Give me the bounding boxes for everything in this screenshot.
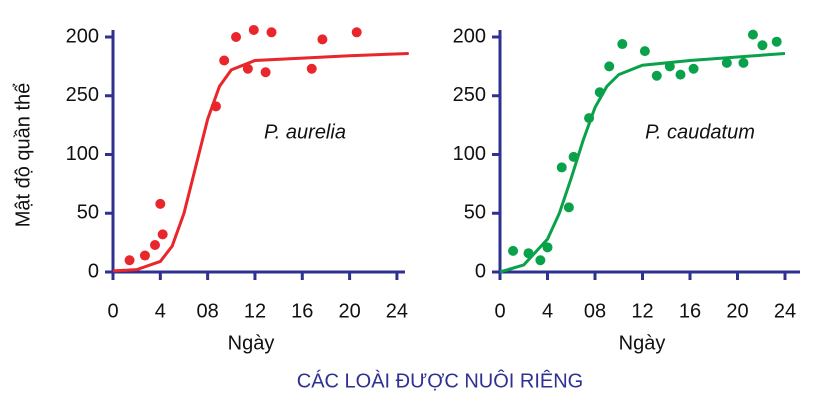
data-point: [639, 46, 650, 57]
y-tick-label: 0: [88, 260, 99, 282]
y-tick-label: 50: [77, 202, 99, 224]
x-tick-label: 24: [386, 300, 408, 322]
data-point: [542, 242, 553, 253]
x-axis-label: Ngày: [228, 332, 275, 354]
y-tick-label: 50: [464, 202, 486, 224]
data-point: [157, 229, 168, 240]
y-tick-label: 200: [453, 25, 486, 47]
data-point: [248, 24, 259, 35]
data-point: [317, 34, 328, 45]
data-point: [219, 55, 230, 66]
data-point: [757, 40, 768, 51]
data-point: [604, 61, 615, 72]
x-axis-label: Ngày: [619, 332, 666, 354]
y-tick-label: 100: [453, 143, 486, 165]
data-point: [563, 202, 574, 213]
x-tick-label: 12: [631, 300, 653, 322]
x-tick-label: 20: [726, 300, 748, 322]
data-point: [508, 245, 519, 256]
data-point: [675, 69, 686, 80]
x-tick-label: 24: [774, 300, 796, 322]
data-point: [556, 162, 567, 173]
data-point: [617, 39, 628, 50]
annotation: P. caudatum: [645, 121, 755, 143]
data-point: [738, 57, 749, 68]
y-tick-label: 100: [66, 143, 99, 165]
y-tick-label: 0: [475, 260, 486, 282]
data-point: [721, 57, 732, 68]
x-tick-label: 0: [494, 300, 505, 322]
curve: [499, 51, 786, 274]
caption: CÁC LOÀI ĐƯỢC NUÔI RIÊNG: [297, 369, 583, 392]
data-point: [231, 32, 242, 42]
x-tick-label: 16: [679, 300, 701, 322]
y-axis-label: Mật độ quần thể: [12, 83, 34, 228]
x-tick-label: 0: [107, 300, 118, 322]
y-tick-label: 200: [66, 25, 99, 47]
data-point: [242, 63, 253, 74]
data-point: [688, 63, 699, 74]
x-tick-label: 16: [291, 300, 313, 322]
data-point: [535, 255, 546, 266]
data-point: [149, 239, 160, 250]
data-point: [124, 255, 135, 266]
data-point: [266, 27, 277, 38]
y-tick-label: 250: [453, 84, 486, 106]
x-tick-label: 08: [584, 300, 606, 322]
data-point: [771, 36, 782, 47]
data-point: [139, 250, 150, 261]
annotation: P. aurelia: [264, 121, 346, 143]
x-tick-label: 4: [155, 300, 166, 322]
x-tick-label: 08: [197, 300, 219, 322]
data-point: [260, 67, 271, 78]
data-point: [747, 29, 758, 40]
data-point: [351, 27, 362, 38]
data-point: [306, 63, 317, 74]
x-tick-label: 12: [244, 300, 266, 322]
y-tick-label: 250: [66, 84, 99, 106]
data-point: [651, 70, 662, 81]
data-point: [155, 198, 166, 209]
x-tick-label: 20: [338, 300, 360, 322]
curve: [112, 51, 409, 273]
x-tick-label: 4: [542, 300, 553, 322]
